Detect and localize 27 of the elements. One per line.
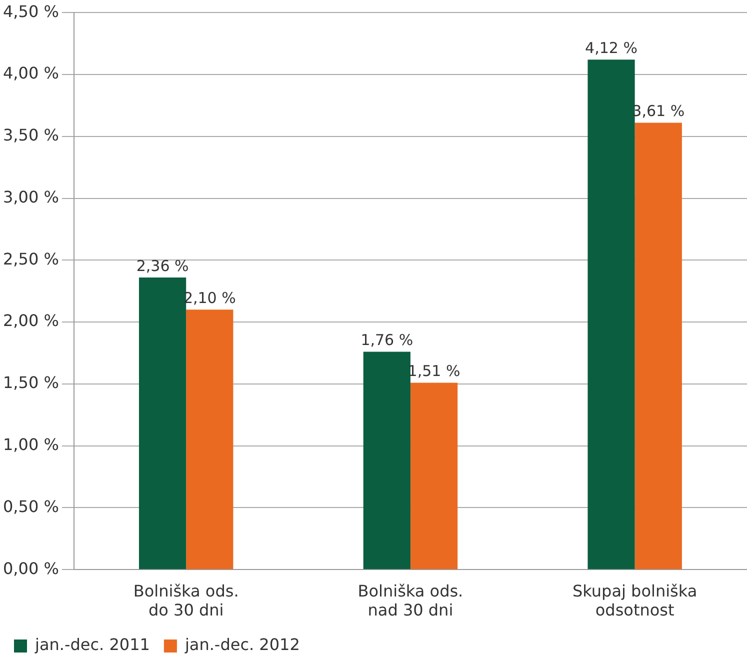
legend-label: jan.-dec. 2012 bbox=[184, 635, 300, 654]
data-label: 1,76 % bbox=[360, 331, 414, 350]
y-tick-label: 2,00 % bbox=[2, 311, 59, 330]
category-label: do 30 dni bbox=[148, 600, 224, 620]
category-label: Bolniška ods. bbox=[133, 581, 239, 600]
y-tick-label: 1,50 % bbox=[2, 373, 59, 392]
legend-label: jan.-dec. 2011 bbox=[34, 635, 150, 654]
bar bbox=[186, 310, 234, 570]
y-tick-label: 0,50 % bbox=[2, 496, 59, 516]
category-label: odsotnost bbox=[595, 600, 674, 620]
data-label: 2,36 % bbox=[136, 256, 189, 275]
bar bbox=[410, 382, 458, 570]
y-tick-label: 1,00 % bbox=[2, 434, 59, 454]
y-tick-label: 3,00 % bbox=[2, 187, 59, 206]
y-tick-label: 2,50 % bbox=[2, 249, 59, 268]
category-label: Skupaj bolniška bbox=[572, 581, 698, 600]
bar bbox=[363, 352, 410, 570]
category-label: nad 30 dni bbox=[368, 600, 454, 620]
data-label: 4,12 % bbox=[585, 39, 638, 58]
category-label: Bolniška ods. bbox=[358, 581, 464, 600]
y-tick-label: 4,50 % bbox=[2, 2, 59, 21]
bar bbox=[138, 277, 186, 570]
y-tick-label: 3,50 % bbox=[2, 126, 59, 145]
bar bbox=[588, 60, 635, 570]
y-tick-label: 4,00 % bbox=[2, 64, 59, 83]
y-tick-label: 0,00 % bbox=[2, 558, 59, 578]
bar bbox=[634, 122, 682, 570]
